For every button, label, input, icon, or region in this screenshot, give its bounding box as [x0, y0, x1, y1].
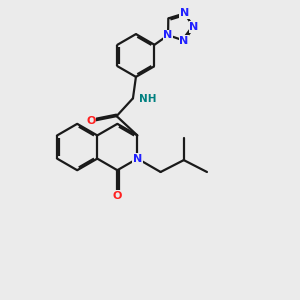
Text: N: N	[189, 22, 199, 32]
Text: O: O	[112, 191, 122, 201]
Text: N: N	[164, 30, 173, 40]
Text: NH: NH	[140, 94, 157, 104]
Text: N: N	[180, 8, 189, 18]
Text: O: O	[86, 116, 95, 126]
Text: N: N	[133, 154, 142, 164]
Text: N: N	[179, 36, 189, 46]
